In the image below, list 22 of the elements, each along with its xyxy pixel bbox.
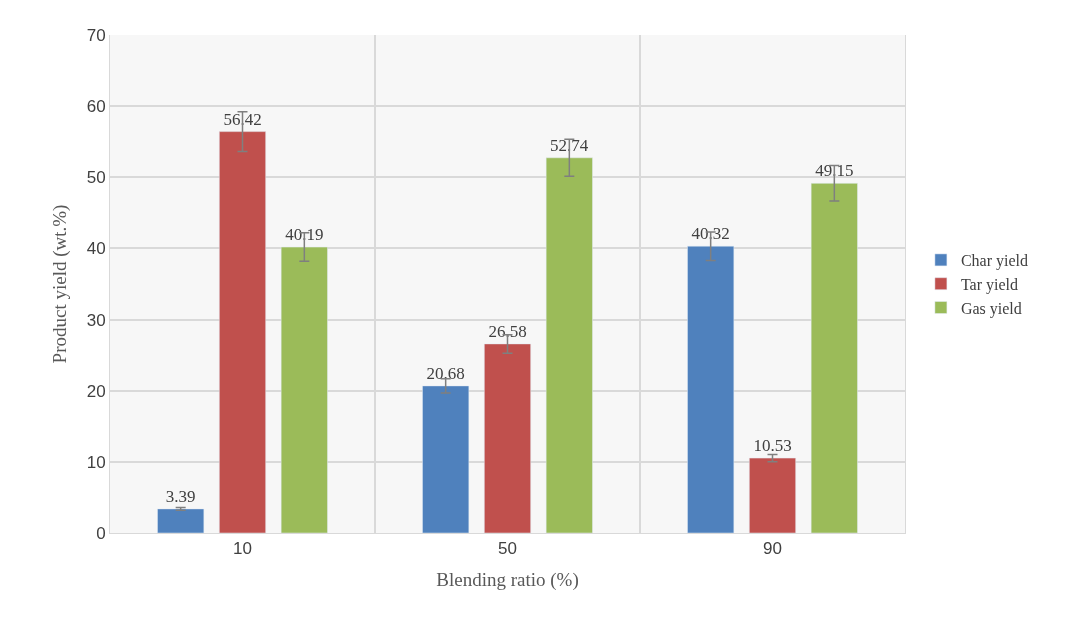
y-tick-label: 30 xyxy=(86,310,106,330)
x-tick-label: 10 xyxy=(233,539,252,559)
y-tick-label: 0 xyxy=(96,523,106,543)
x-tick-label: 50 xyxy=(498,539,517,559)
data-label: 26.58 xyxy=(488,321,527,341)
x-tick-label: 90 xyxy=(763,539,782,559)
y-tick-label: 50 xyxy=(86,168,106,188)
data-label: 40.19 xyxy=(285,225,324,245)
data-label: 10.53 xyxy=(753,436,792,456)
y-tick-label: 70 xyxy=(86,25,106,45)
data-label: 3.39 xyxy=(165,486,196,506)
legend-label: Tar yield xyxy=(960,275,1018,294)
y-tick-label: 60 xyxy=(86,97,106,117)
y-tick-label: 10 xyxy=(86,452,106,472)
data-label: 40.32 xyxy=(691,224,730,244)
y-tick-label: 40 xyxy=(86,239,106,259)
legend-label: Char yield xyxy=(960,252,1028,271)
y-tick-label: 20 xyxy=(86,381,106,401)
x-axis-title: Blending ratio (%) xyxy=(436,569,579,592)
data-label: 20.68 xyxy=(426,363,465,383)
legend-label: Gas yield xyxy=(960,299,1022,318)
y-axis-title: Product yield (wt.%) xyxy=(48,204,71,364)
